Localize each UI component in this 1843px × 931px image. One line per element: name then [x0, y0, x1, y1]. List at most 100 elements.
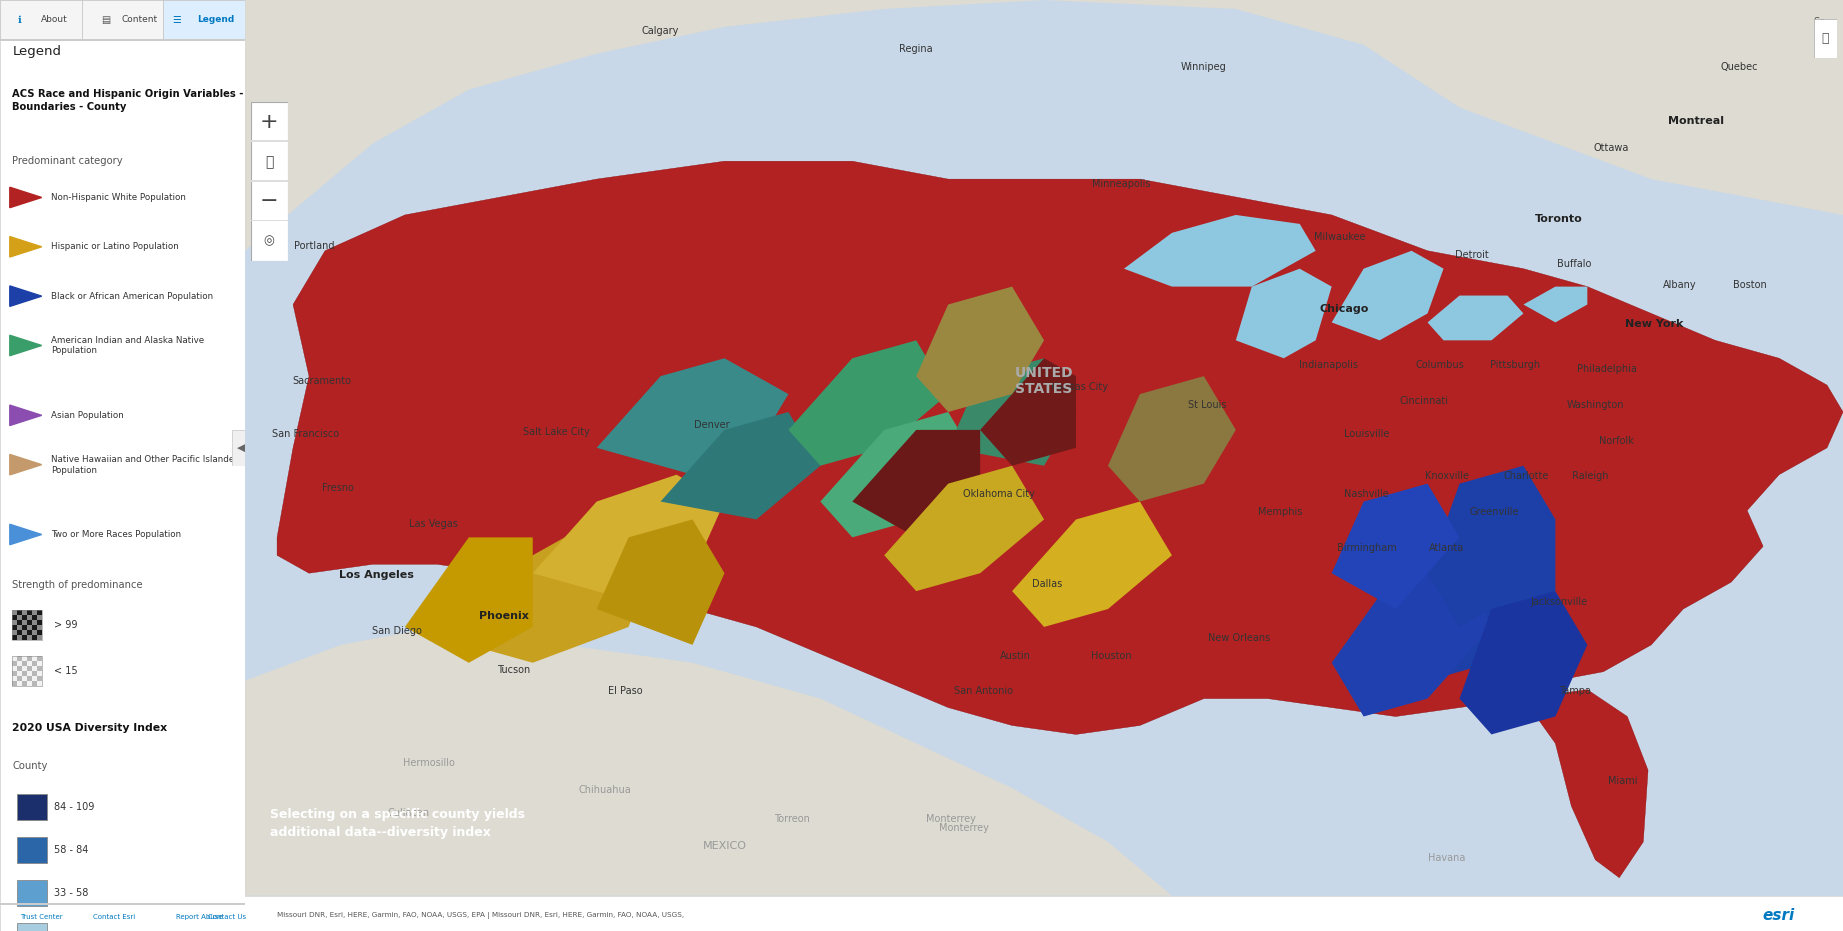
Polygon shape [1460, 591, 1587, 735]
Bar [17, 671, 22, 676]
FancyBboxPatch shape [164, 0, 245, 39]
Text: Black or African American Population: Black or African American Population [52, 291, 214, 301]
Bar [13, 671, 17, 676]
Text: ◀: ◀ [238, 443, 245, 452]
Bar [13, 614, 17, 620]
Text: Tampa: Tampa [1559, 686, 1591, 696]
Bar [22, 671, 28, 676]
Text: Los Angeles: Los Angeles [339, 570, 413, 580]
Bar [17, 620, 22, 625]
Bar [17, 614, 22, 620]
Text: Contact Esri: Contact Esri [94, 914, 135, 920]
Text: Las Vegas: Las Vegas [409, 519, 459, 529]
Bar [251, 141, 288, 142]
FancyBboxPatch shape [17, 923, 46, 931]
Polygon shape [276, 161, 1843, 878]
Text: Monterrey: Monterrey [940, 823, 990, 833]
Text: Denver: Denver [693, 421, 730, 430]
Text: Havana: Havana [1428, 853, 1465, 863]
Bar [28, 676, 31, 681]
Bar [22, 614, 28, 620]
Bar [13, 667, 17, 671]
Bar [37, 610, 42, 614]
Bar [31, 610, 37, 614]
Polygon shape [1428, 466, 1555, 627]
Text: Montreal: Montreal [1668, 115, 1723, 126]
Text: Chicago: Chicago [1320, 304, 1369, 314]
Text: St Louis: St Louis [1187, 399, 1226, 410]
Polygon shape [9, 286, 42, 306]
Bar [17, 656, 22, 661]
Polygon shape [1332, 555, 1491, 717]
Bar [31, 629, 37, 635]
Text: Pittsburgh: Pittsburgh [1491, 360, 1541, 371]
Bar [22, 661, 28, 667]
Bar [28, 671, 31, 676]
Text: Legend: Legend [13, 45, 61, 58]
Bar [28, 625, 31, 629]
Text: About: About [41, 15, 68, 24]
Polygon shape [820, 412, 980, 537]
Bar [37, 676, 42, 681]
Text: Atlanta: Atlanta [1428, 543, 1465, 553]
Bar [17, 629, 22, 635]
Polygon shape [885, 466, 1043, 591]
Text: Ottawa: Ottawa [1594, 142, 1629, 153]
Text: Dallas: Dallas [1032, 579, 1062, 589]
Text: Washington: Washington [1567, 399, 1624, 410]
Text: esri: esri [1762, 908, 1795, 923]
Bar [17, 667, 22, 671]
Text: Detroit: Detroit [1456, 250, 1489, 261]
Text: Contact Us: Contact Us [208, 914, 247, 920]
Polygon shape [405, 537, 533, 663]
Polygon shape [1012, 502, 1172, 627]
Text: Charlotte: Charlotte [1504, 471, 1550, 481]
Text: ⤢: ⤢ [1821, 32, 1830, 45]
Bar [28, 629, 31, 635]
Bar [17, 610, 22, 614]
Text: UNITED
STATES: UNITED STATES [1015, 366, 1073, 396]
Text: Miami: Miami [1607, 776, 1637, 786]
Polygon shape [1237, 269, 1332, 358]
Text: Columbus: Columbus [1415, 360, 1465, 371]
Bar [31, 656, 37, 661]
Bar [22, 625, 28, 629]
Text: Content: Content [122, 15, 158, 24]
Polygon shape [468, 519, 660, 663]
Text: American Indian and Alaska Native
Population: American Indian and Alaska Native Popula… [52, 335, 205, 356]
Bar [37, 620, 42, 625]
Bar [31, 676, 37, 681]
Bar [37, 629, 42, 635]
Bar [13, 625, 17, 629]
Bar [251, 220, 288, 222]
Bar [31, 635, 37, 640]
Text: MEXICO: MEXICO [702, 842, 746, 851]
Text: 58 - 84: 58 - 84 [53, 845, 88, 855]
Bar [28, 614, 31, 620]
Bar [31, 625, 37, 629]
Text: Kansas City: Kansas City [1051, 382, 1108, 392]
Bar [37, 671, 42, 676]
Bar [37, 625, 42, 629]
Bar [22, 656, 28, 661]
Text: Birmingham: Birmingham [1336, 543, 1397, 553]
Polygon shape [947, 358, 1076, 466]
Text: Memphis: Memphis [1259, 507, 1303, 518]
FancyBboxPatch shape [17, 880, 46, 906]
Polygon shape [1395, 502, 1555, 681]
Bar [31, 671, 37, 676]
Text: Albany: Albany [1662, 280, 1697, 290]
Bar [22, 635, 28, 640]
Bar [13, 620, 17, 625]
Text: Raleigh: Raleigh [1572, 471, 1609, 481]
Text: Boston: Boston [1734, 280, 1767, 290]
Polygon shape [789, 341, 947, 466]
Bar [37, 614, 42, 620]
Polygon shape [9, 335, 42, 356]
Polygon shape [597, 358, 789, 475]
Bar [37, 667, 42, 671]
Bar [13, 661, 17, 667]
Bar [31, 614, 37, 620]
Bar [22, 610, 28, 614]
Text: Monterrey: Monterrey [927, 815, 977, 825]
